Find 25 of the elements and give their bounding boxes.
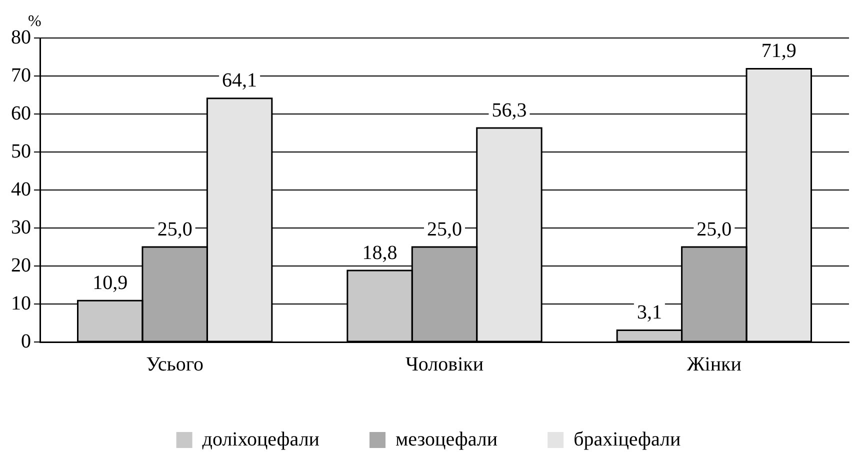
legend-label: доліхоцефали bbox=[202, 428, 320, 450]
y-tick-label: 20 bbox=[11, 254, 31, 276]
data-label: 10,9 bbox=[92, 272, 128, 294]
y-tick-label: 60 bbox=[11, 102, 31, 124]
legend-label: брахіцефали bbox=[574, 428, 682, 450]
y-tick-label: 70 bbox=[11, 64, 31, 86]
data-label: 25,0 bbox=[157, 218, 192, 240]
data-label: 18,8 bbox=[362, 242, 398, 264]
y-tick-label: 50 bbox=[11, 140, 31, 162]
data-label: 3,1 bbox=[636, 301, 662, 324]
legend-label: мезоцефали bbox=[396, 428, 498, 450]
data-label: 25,0 bbox=[427, 218, 462, 240]
data-label: 56,3 bbox=[492, 99, 527, 122]
x-tick-label: Жінки bbox=[686, 353, 742, 376]
y-tick-label: 30 bbox=[11, 216, 31, 238]
y-tick-label: 0 bbox=[21, 330, 31, 352]
data-label: 71,9 bbox=[761, 40, 796, 62]
x-tick-label: Чоловіки bbox=[405, 353, 484, 376]
y-axis-title: % bbox=[28, 13, 42, 30]
y-tick-label: 80 bbox=[11, 26, 31, 48]
y-tick-label: 40 bbox=[11, 178, 31, 200]
y-tick-label: 10 bbox=[11, 292, 31, 314]
x-tick-label: Усього bbox=[146, 353, 204, 376]
data-label: 64,1 bbox=[222, 70, 258, 92]
data-label: 25,0 bbox=[696, 218, 732, 240]
